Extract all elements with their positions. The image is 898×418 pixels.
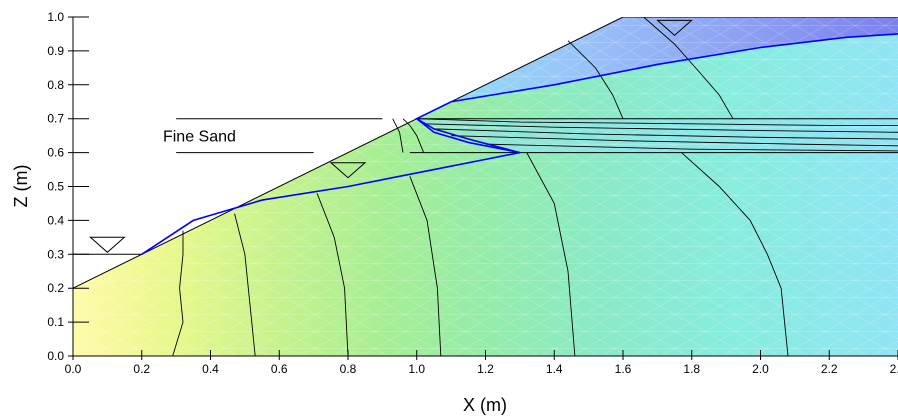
- x-tick-label: 2.0: [752, 362, 769, 376]
- x-tick-label: 1.0: [408, 362, 425, 376]
- contour-line: [402, 118, 425, 153]
- fine-sand-label: Fine Sand: [163, 129, 236, 146]
- axes: 0.0 0.1 0.2 0.3 0.4 0.5 0.6 0.7 0.8 0.9 1.0 0.0 0.2 0…: [47, 10, 898, 376]
- contour-line: [451, 135, 898, 147]
- ground-surface-line: [73, 17, 898, 289]
- x-tick-label: 0.0: [65, 362, 82, 376]
- color-field: [73, 17, 898, 356]
- contour-line: [681, 152, 789, 356]
- x-tick-label: 2.2: [821, 362, 838, 376]
- y-tick-label: 0.8: [47, 78, 64, 92]
- y-axis-title: Z (m): [11, 165, 31, 208]
- contour-line: [423, 123, 898, 133]
- y-tick-label: 0.5: [47, 180, 64, 194]
- contour-line: [409, 176, 442, 356]
- y-tick-label: 1.0: [47, 10, 64, 24]
- x-tick-label: 0.6: [271, 362, 288, 376]
- y-tick-label: 0.3: [47, 247, 64, 261]
- phreatic-upper: [415, 33, 898, 154]
- phreatic-wedge: [416, 118, 521, 154]
- water-table-marker: [89, 236, 126, 253]
- x-tick-label: 1.2: [477, 362, 494, 376]
- y-tick-label: 0.6: [47, 146, 64, 160]
- water-table-markers: [89, 19, 693, 253]
- y-tick-label: 0.2: [47, 281, 64, 295]
- phreatic-line: [141, 33, 898, 255]
- phreatic-lower: [141, 151, 521, 255]
- x-tick-label: 0.2: [133, 362, 150, 376]
- y-tick-label: 0.1: [47, 315, 64, 329]
- contour-line: [433, 128, 898, 140]
- x-axis-title: X (m): [463, 395, 507, 415]
- contour-line: [526, 152, 576, 356]
- contour-line: [392, 118, 404, 153]
- y-tick-label: 0.4: [47, 213, 64, 227]
- contour-line: [316, 193, 349, 356]
- y-tick-label: 0.0: [47, 349, 64, 363]
- x-tick-label: 0.8: [340, 362, 357, 376]
- contour-line: [172, 230, 184, 356]
- x-tick-label: 1.6: [615, 362, 632, 376]
- contour-line: [416, 118, 898, 126]
- contour-lines: [73, 17, 898, 356]
- x-tick-label: 1.8: [683, 362, 700, 376]
- contour-line: [485, 143, 898, 152]
- x-tick-label: 0.4: [202, 362, 219, 376]
- x-tick-label: 1.4: [546, 362, 563, 376]
- contour-line: [643, 17, 734, 119]
- x-tick-label: 2.4: [890, 362, 898, 376]
- water-table-marker: [656, 19, 693, 37]
- contour-line: [234, 213, 256, 356]
- y-tick-label: 0.7: [47, 112, 64, 126]
- y-tick-label: 0.9: [47, 44, 64, 58]
- water-table-marker: [329, 162, 367, 179]
- contour-line: [567, 40, 624, 119]
